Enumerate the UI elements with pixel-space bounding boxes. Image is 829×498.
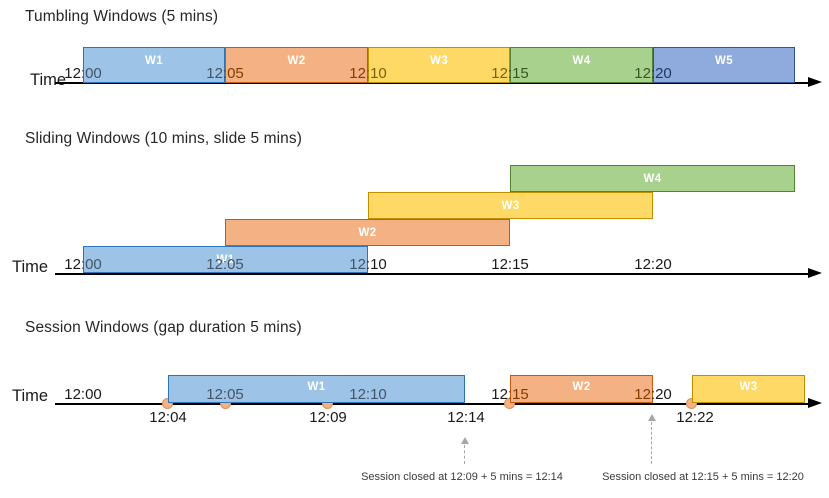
event-marker-dot-12-22 <box>686 398 697 409</box>
tick-label-12-05: 12:05 <box>206 256 244 273</box>
tumbling-time-axis <box>55 82 812 85</box>
tumbling-section-title: Tumbling Windows (5 mins) <box>25 8 219 25</box>
tick-label-12-15: 12:15 <box>491 256 529 273</box>
sliding-window-w4: W4 <box>510 165 795 192</box>
window-label: W2 <box>572 381 591 393</box>
session-window-w3: W3 <box>692 375 805 403</box>
tumbling-window-w3: W3 <box>368 47 510 83</box>
sliding-section-title: Sliding Windows (10 mins, slide 5 mins) <box>25 130 302 147</box>
tumbling-window-w4: W4 <box>510 47 653 83</box>
event-time-label-12-14: 12:14 <box>447 409 485 426</box>
event-time-label-12-04: 12:04 <box>149 409 187 426</box>
tick-label-12-05: 12:05 <box>206 65 244 82</box>
window-label: W4 <box>572 55 591 67</box>
tick-label-12-10: 12:10 <box>349 256 387 273</box>
tumbling-window-w5: W5 <box>653 47 795 83</box>
tick-label-12-15: 12:15 <box>491 65 529 82</box>
tick-label-12-00: 12:00 <box>64 256 102 273</box>
window-label: W1 <box>216 253 235 266</box>
sliding-time-axis <box>55 273 812 276</box>
tick-label-12-10: 12:10 <box>349 386 387 403</box>
tumbling-axis-arrowhead-icon <box>808 77 822 87</box>
event-marker-dot-12-04 <box>162 398 173 409</box>
dashed-arrow-line <box>651 422 652 464</box>
dashed-arrow-line <box>464 445 465 464</box>
session-section-title: Session Windows (gap duration 5 mins) <box>25 319 302 336</box>
window-label: W4 <box>643 172 662 185</box>
dashed-arrow-head-icon <box>461 437 469 444</box>
window-label: W1 <box>307 381 326 393</box>
session-time-axis-label: Time <box>12 387 49 405</box>
session-axis-arrowhead-icon <box>808 398 822 408</box>
session-time-axis <box>55 403 812 406</box>
session-close-annotation-1: Session closed at 12:09 + 5 mins = 12:14 <box>361 471 563 483</box>
window-label: W2 <box>287 55 306 67</box>
event-time-label-12-22: 12:22 <box>676 409 714 426</box>
dashed-arrow-head-icon <box>648 414 656 421</box>
tumbling-window-w2: W2 <box>225 47 368 83</box>
event-marker-dot-12-15 <box>504 398 515 409</box>
session-window-w2: W2 <box>510 375 653 403</box>
tick-label-12-20: 12:20 <box>634 65 672 82</box>
tumbling-window-w1: W1 <box>83 47 225 83</box>
window-label: W3 <box>739 381 758 393</box>
sliding-window-w1: W1 <box>83 246 368 273</box>
session-window-w1: W1 <box>168 375 465 403</box>
tick-label-12-00: 12:00 <box>64 386 102 403</box>
window-label: W3 <box>501 199 520 212</box>
window-label: W1 <box>144 55 164 67</box>
sliding-time-axis-label: Time <box>12 258 49 276</box>
sliding-axis-arrowhead-icon <box>808 268 822 278</box>
sliding-window-w3: W3 <box>368 192 653 219</box>
tick-label-12-00: 12:00 <box>64 65 102 82</box>
tumbling-time-axis-label: Time <box>30 71 67 89</box>
event-time-label-12-09: 12:09 <box>309 409 347 426</box>
window-label: W2 <box>358 226 377 239</box>
window-label: W5 <box>714 55 734 67</box>
tick-label-12-20: 12:20 <box>634 386 672 403</box>
session-close-annotation-2: Session closed at 12:15 + 5 mins = 12:20 <box>602 471 804 483</box>
tick-label-12-20: 12:20 <box>634 256 672 273</box>
tick-label-12-10: 12:10 <box>349 65 387 82</box>
tick-label-12-05: 12:05 <box>206 386 244 403</box>
window-label: W3 <box>429 55 449 67</box>
tick-label-12-15: 12:15 <box>491 386 529 403</box>
sliding-window-w2: W2 <box>225 219 510 246</box>
